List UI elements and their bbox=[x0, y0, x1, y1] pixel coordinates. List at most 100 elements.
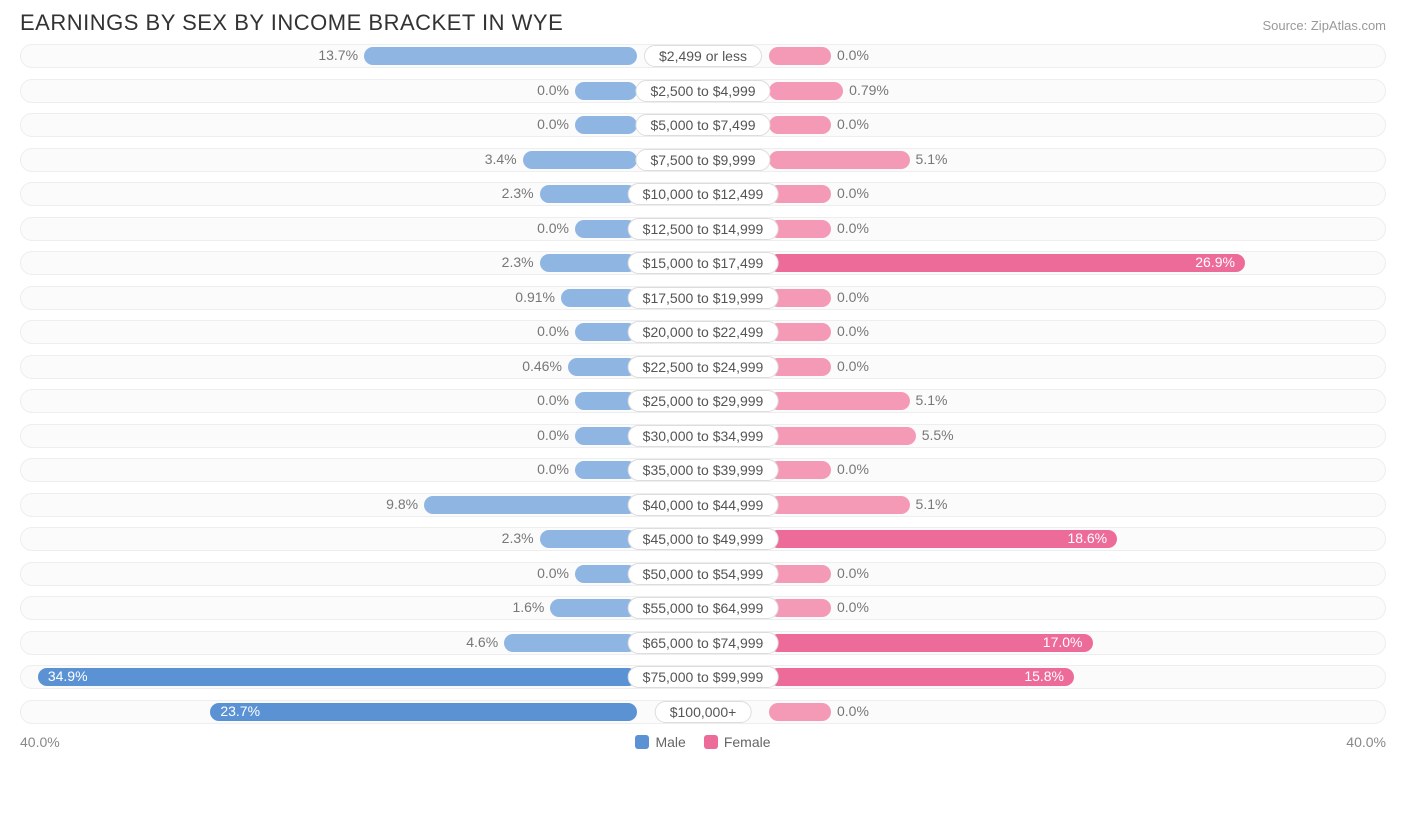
chart-row: 0.0%0.0%$20,000 to $22,499 bbox=[20, 320, 1386, 344]
male-value-label: 2.3% bbox=[502, 185, 534, 201]
male-value-label: 0.0% bbox=[537, 427, 569, 443]
bracket-label: $12,500 to $14,999 bbox=[628, 218, 779, 240]
female-value-label: 0.0% bbox=[837, 461, 869, 477]
bracket-label: $35,000 to $39,999 bbox=[628, 459, 779, 481]
bracket-label: $75,000 to $99,999 bbox=[628, 666, 779, 688]
chart-row: 13.7% 0.0% $2,499 or less bbox=[20, 44, 1386, 68]
female-value-label: 5.1% bbox=[916, 151, 948, 167]
female-value-label: 26.9% bbox=[1195, 254, 1235, 270]
male-value-label: 0.0% bbox=[537, 220, 569, 236]
male-value-label: 13.7% bbox=[318, 47, 358, 63]
chart-row: 1.6% 0.0% $55,000 to $64,999 bbox=[20, 596, 1386, 620]
female-value-label: 18.6% bbox=[1067, 530, 1107, 546]
bracket-label: $20,000 to $22,499 bbox=[628, 321, 779, 343]
female-bar bbox=[769, 47, 831, 65]
bracket-label: $40,000 to $44,999 bbox=[628, 494, 779, 516]
chart-row: 0.91%0.0%$17,500 to $19,999 bbox=[20, 286, 1386, 310]
chart-row: 0.0%0.0%$5,000 to $7,499 bbox=[20, 113, 1386, 137]
chart-area: 13.7%0.0%$2,499 or less0.0%0.79%$2,500 t… bbox=[20, 44, 1386, 724]
female-bar bbox=[769, 82, 843, 100]
male-value-label: 0.91% bbox=[515, 289, 555, 305]
male-bar bbox=[540, 254, 637, 272]
male-value-label: 2.3% bbox=[502, 530, 534, 546]
bracket-label: $45,000 to $49,999 bbox=[628, 528, 779, 550]
chart-row: 0.0% 0.0% $12,500 to $14,999 bbox=[20, 217, 1386, 241]
chart-row: 4.6%17.0%$65,000 to $74,999 bbox=[20, 631, 1386, 655]
legend: Male Female bbox=[635, 734, 770, 750]
male-bar bbox=[504, 634, 637, 652]
chart-row: 0.0%0.79%$2,500 to $4,999 bbox=[20, 79, 1386, 103]
male-value-label: 0.46% bbox=[522, 358, 562, 374]
female-value-label: 5.1% bbox=[916, 496, 948, 512]
chart-row: 34.9% 15.8% $75,000 to $99,999 bbox=[20, 665, 1386, 689]
male-bar bbox=[364, 47, 637, 65]
bracket-label: $17,500 to $19,999 bbox=[628, 287, 779, 309]
chart-row: 23.7% 0.0% $100,000+ bbox=[20, 700, 1386, 724]
legend-male: Male bbox=[635, 734, 685, 750]
male-bar bbox=[561, 289, 637, 307]
legend-female: Female bbox=[704, 734, 771, 750]
bracket-label: $10,000 to $12,499 bbox=[628, 183, 779, 205]
male-swatch-icon bbox=[635, 735, 649, 749]
female-value-label: 0.0% bbox=[837, 599, 869, 615]
bracket-label: $55,000 to $64,999 bbox=[628, 597, 779, 619]
male-value-label: 0.0% bbox=[537, 82, 569, 98]
female-value-label: 0.0% bbox=[837, 358, 869, 374]
female-value-label: 0.0% bbox=[837, 47, 869, 63]
male-value-label: 23.7% bbox=[220, 703, 260, 719]
female-value-label: 0.0% bbox=[837, 220, 869, 236]
male-value-label: 4.6% bbox=[466, 634, 498, 650]
chart-row: 0.0%5.1%$25,000 to $29,999 bbox=[20, 389, 1386, 413]
bracket-label: $30,000 to $34,999 bbox=[628, 425, 779, 447]
male-bar bbox=[210, 703, 637, 721]
legend-female-label: Female bbox=[724, 734, 771, 750]
female-value-label: 17.0% bbox=[1043, 634, 1083, 650]
female-swatch-icon bbox=[704, 735, 718, 749]
chart-row: 0.46% 0.0% $22,500 to $24,999 bbox=[20, 355, 1386, 379]
chart-row: 0.0% 0.0% $35,000 to $39,999 bbox=[20, 458, 1386, 482]
male-value-label: 2.3% bbox=[502, 254, 534, 270]
axis-right-label: 40.0% bbox=[1346, 734, 1386, 750]
male-value-label: 34.9% bbox=[48, 668, 88, 684]
bracket-label: $100,000+ bbox=[655, 701, 752, 723]
chart-footer: 40.0% Male Female 40.0% bbox=[20, 734, 1386, 750]
chart-header: EARNINGS BY SEX BY INCOME BRACKET IN WYE… bbox=[20, 10, 1386, 36]
female-value-label: 0.0% bbox=[837, 185, 869, 201]
female-value-label: 5.5% bbox=[922, 427, 954, 443]
female-bar bbox=[769, 427, 916, 445]
bracket-label: $7,500 to $9,999 bbox=[635, 149, 770, 171]
legend-male-label: Male bbox=[655, 734, 685, 750]
bracket-label: $2,499 or less bbox=[644, 45, 762, 67]
bracket-label: $22,500 to $24,999 bbox=[628, 356, 779, 378]
male-bar bbox=[550, 599, 637, 617]
male-value-label: 3.4% bbox=[485, 151, 517, 167]
female-bar bbox=[769, 530, 1117, 548]
bracket-label: $50,000 to $54,999 bbox=[628, 563, 779, 585]
chart-row: 0.0%0.0%$50,000 to $54,999 bbox=[20, 562, 1386, 586]
male-bar bbox=[38, 668, 637, 686]
female-value-label: 0.79% bbox=[849, 82, 889, 98]
male-value-label: 0.0% bbox=[537, 392, 569, 408]
female-bar bbox=[769, 496, 910, 514]
male-value-label: 0.0% bbox=[537, 461, 569, 477]
female-value-label: 5.1% bbox=[916, 392, 948, 408]
male-bar bbox=[540, 185, 637, 203]
male-bar bbox=[424, 496, 637, 514]
female-value-label: 15.8% bbox=[1024, 668, 1064, 684]
female-bar bbox=[769, 703, 831, 721]
male-bar bbox=[575, 82, 637, 100]
male-bar bbox=[540, 530, 637, 548]
male-bar bbox=[568, 358, 637, 376]
male-value-label: 0.0% bbox=[537, 116, 569, 132]
bracket-label: $15,000 to $17,499 bbox=[628, 252, 779, 274]
male-bar bbox=[523, 151, 637, 169]
male-bar bbox=[575, 116, 637, 134]
chart-source: Source: ZipAtlas.com bbox=[1262, 18, 1386, 33]
chart-row: 0.0% 5.5% $30,000 to $34,999 bbox=[20, 424, 1386, 448]
female-bar bbox=[769, 392, 910, 410]
male-value-label: 1.6% bbox=[512, 599, 544, 615]
chart-title: EARNINGS BY SEX BY INCOME BRACKET IN WYE bbox=[20, 10, 563, 36]
chart-row: 2.3% 18.6% $45,000 to $49,999 bbox=[20, 527, 1386, 551]
female-value-label: 0.0% bbox=[837, 703, 869, 719]
female-value-label: 0.0% bbox=[837, 116, 869, 132]
